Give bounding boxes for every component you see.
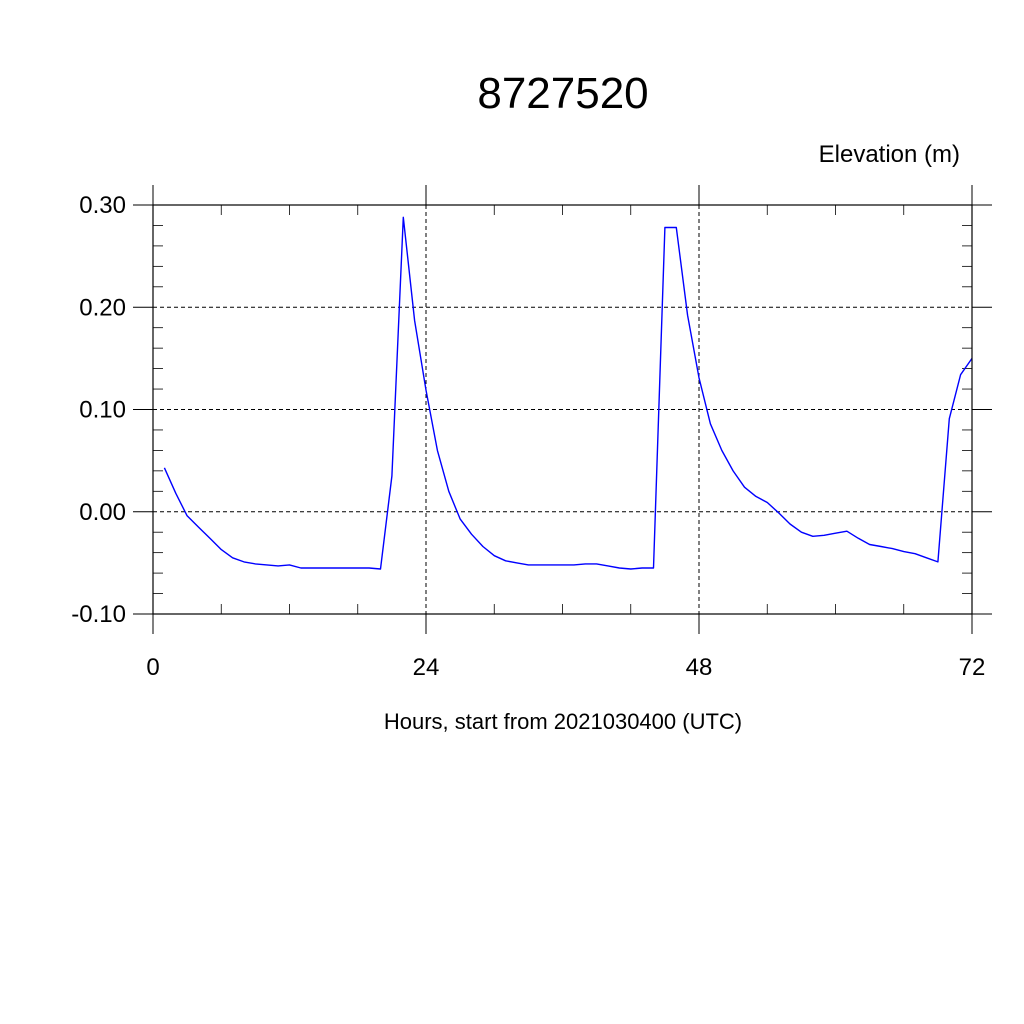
- y-tick-label: 0.20: [79, 294, 126, 321]
- y-tick-label: 0.00: [79, 499, 126, 526]
- x-axis-label: Hours, start from 2021030400 (UTC): [384, 709, 742, 734]
- y-axis-label: Elevation (m): [819, 141, 960, 168]
- chart-title: 8727520: [477, 69, 648, 118]
- x-tick-label: 48: [686, 654, 713, 681]
- y-tick-label: 0.30: [79, 192, 126, 219]
- x-tick-label: 72: [959, 654, 986, 681]
- plot-frame: [152, 204, 973, 615]
- x-tick-label: 24: [413, 654, 440, 681]
- grid-lines: [153, 205, 972, 614]
- series-layer: [163, 216, 973, 570]
- axis-ticks: [133, 185, 992, 634]
- y-tick-label: -0.10: [71, 601, 126, 628]
- series-line: [163, 216, 973, 570]
- tick-labels: -0.10 0.00 0.10 0.20 0.30 0 24 48 72: [71, 192, 985, 681]
- x-tick-label: 0: [146, 654, 159, 681]
- y-tick-label: 0.10: [79, 397, 126, 424]
